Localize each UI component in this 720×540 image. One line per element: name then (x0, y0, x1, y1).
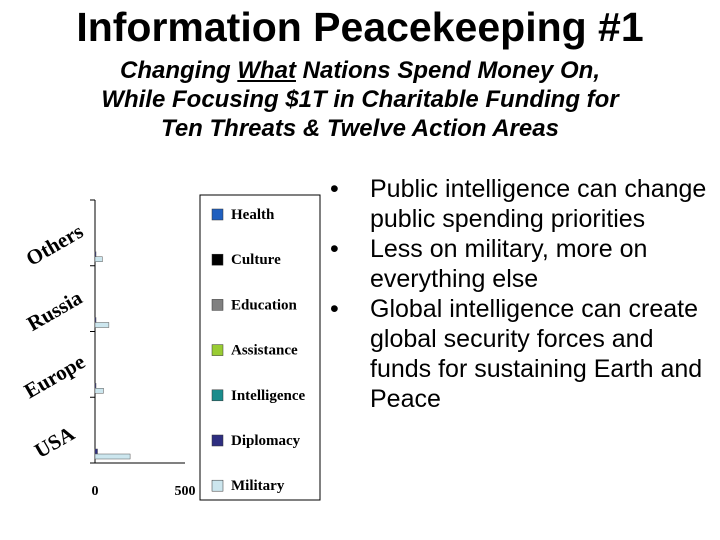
legend-swatch (211, 434, 224, 447)
subtitle-line-2: While Focusing $1T in Charitable Funding… (101, 86, 619, 113)
subtitle-line-1: Changing What Nations Spend Money On, (20, 56, 700, 85)
category-label: Russia (23, 285, 87, 336)
subtitle-underlined-word: What (237, 57, 296, 84)
x-tick-label: 500 (175, 484, 196, 499)
legend-swatch (211, 389, 224, 402)
legend-label: Culture (231, 252, 281, 268)
spending-chart: Others Russia Europe USA 0 500 Health Culture Ed… (20, 194, 321, 501)
bar-diplomacy-usa (94, 448, 98, 455)
bar-military-russia (94, 322, 110, 328)
x-tick-label: 0 (92, 484, 99, 499)
bullet-marker: • (330, 235, 339, 263)
category-label: Others (22, 219, 88, 271)
legend-swatch (211, 208, 224, 221)
bar-military-others (94, 256, 103, 262)
slide-title: Information Peacekeeping #1 (76, 4, 644, 50)
legend-label: Diplomacy (231, 433, 301, 449)
legend-label: Intelligence (231, 388, 305, 404)
category-label: Europe (20, 349, 89, 403)
legend-swatch (211, 253, 224, 266)
bar-diplomacy-europe (94, 383, 97, 389)
legend-frame (199, 194, 321, 501)
bullet-item: • Less on military, more on everything el… (322, 234, 718, 294)
category-label: USA (30, 421, 79, 463)
bullet-text: Global intelligence can create global se… (370, 295, 703, 413)
slide-subtitle: Changing What Nations Spend Money On, Wh… (20, 56, 700, 143)
bullet-list: • Public intelligence can change public s… (322, 174, 718, 414)
subtitle-line-3: Ten Threats & Twelve Action Areas (161, 115, 559, 142)
legend-swatch (211, 479, 224, 492)
bar-military-europe (94, 388, 104, 394)
legend-swatch (211, 299, 224, 311)
legend-label: Education (231, 297, 298, 313)
bar-military-usa (94, 453, 131, 460)
bar-diplomacy-others (94, 251, 97, 257)
bullet-text: Less on military, more on everything els… (370, 235, 648, 293)
legend-label: Health (231, 207, 275, 223)
bar-diplomacy-russia (94, 317, 97, 323)
legend-label: Military (231, 478, 285, 494)
bullet-item: • Global intelligence can create global s… (322, 294, 718, 414)
bullet-marker: • (330, 295, 339, 323)
subtitle-line-1-pre: Changing (119, 57, 238, 84)
bullet-marker: • (330, 175, 339, 203)
subtitle-line-1-post: Nations Spend Money On, (295, 57, 600, 84)
bullet-item: • Public intelligence can change public s… (322, 174, 718, 234)
bullet-text: Public intelligence can change public sp… (370, 175, 707, 233)
legend-label: Assistance (231, 343, 298, 359)
legend-swatch (211, 344, 224, 356)
